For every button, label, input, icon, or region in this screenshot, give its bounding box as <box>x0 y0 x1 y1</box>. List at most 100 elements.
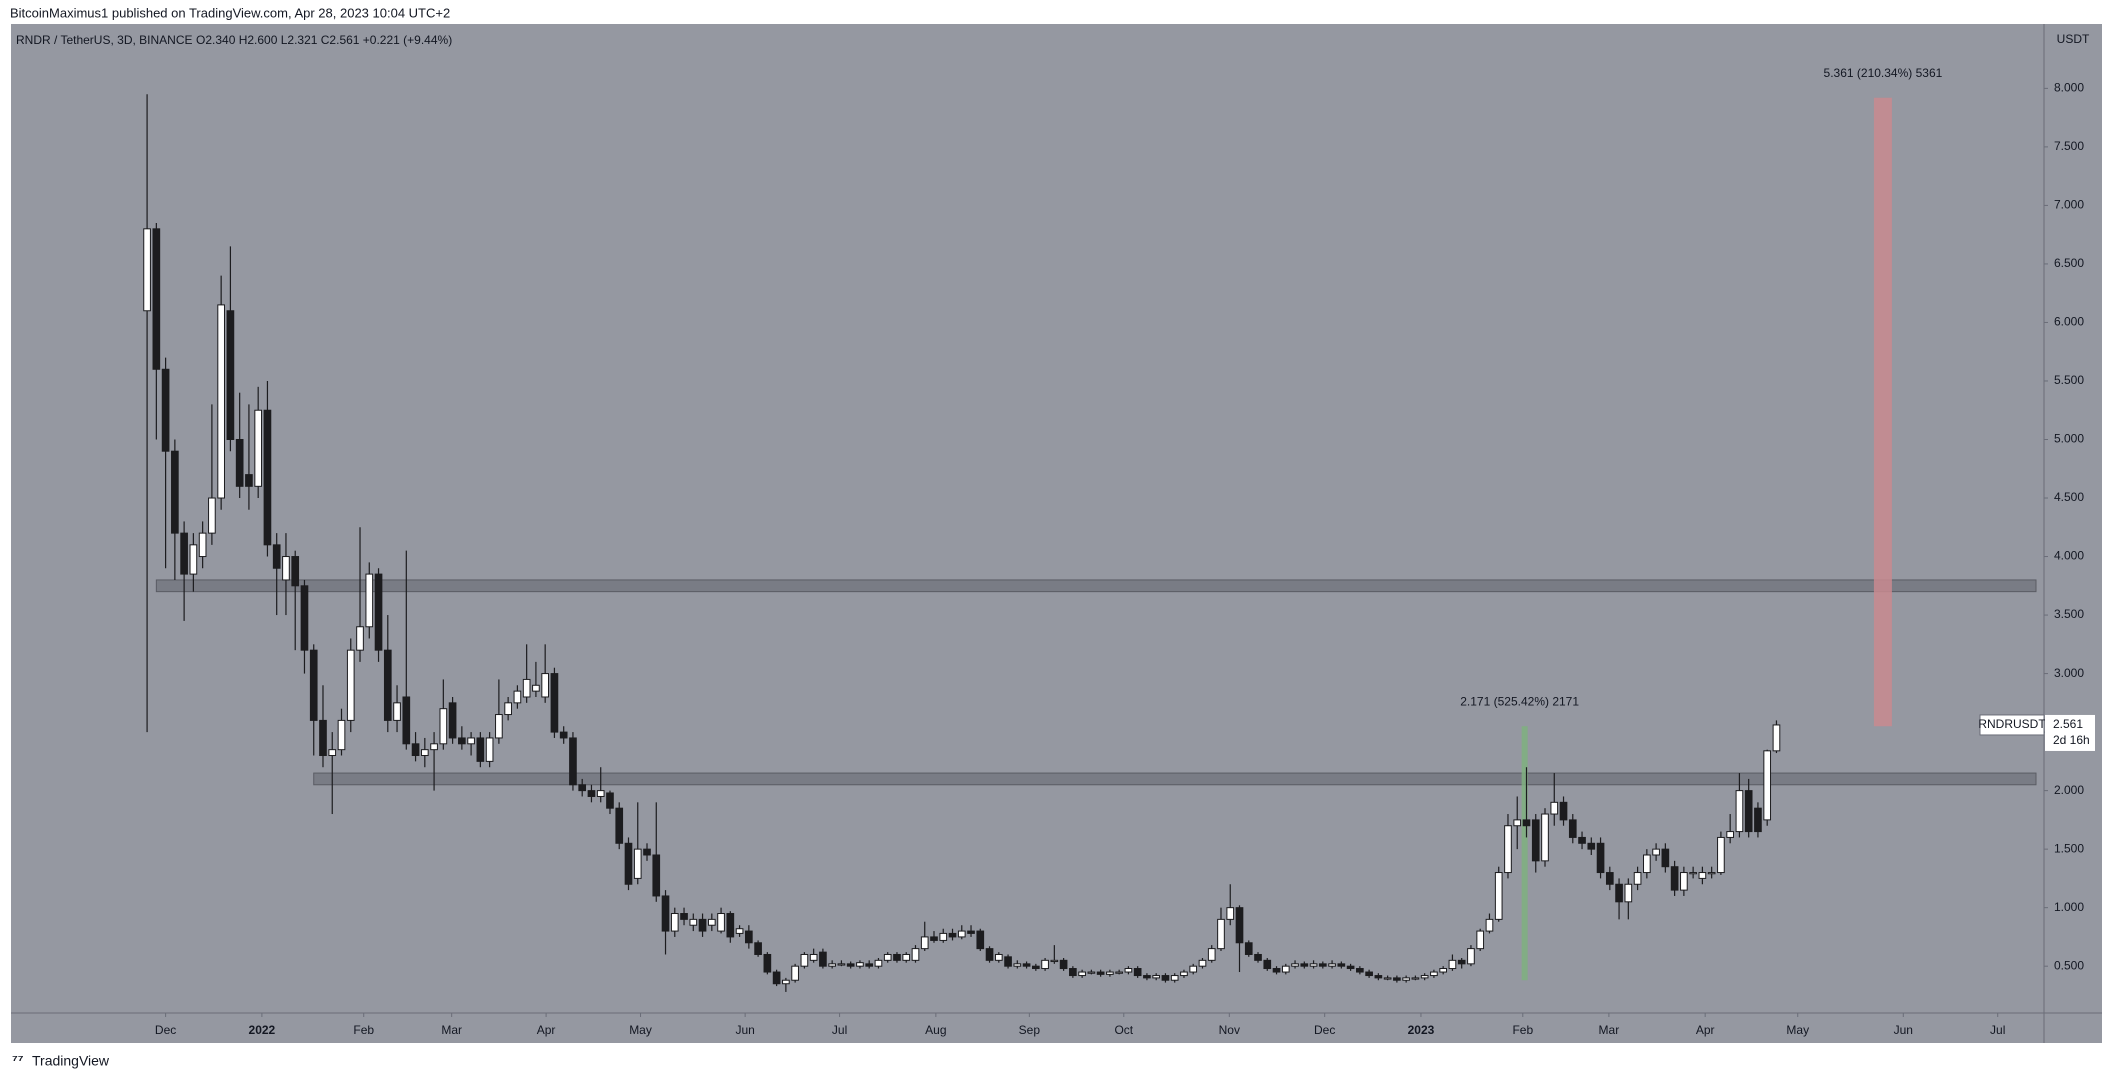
candle-body <box>828 963 836 967</box>
candle-body <box>939 932 948 941</box>
x-tick-label: Jun <box>1894 1023 1913 1037</box>
x-tick-label: Apr <box>537 1023 556 1037</box>
candle-body <box>282 556 290 581</box>
footer-logo: ⁷⁷ <box>12 1052 24 1068</box>
candle-body <box>680 913 688 920</box>
y-tick-label: 4.500 <box>2054 490 2084 504</box>
candle-body <box>1504 825 1512 874</box>
candle-body <box>1300 963 1309 967</box>
x-tick-label: 2022 <box>249 1023 276 1037</box>
candle-body <box>930 936 938 941</box>
candle-body <box>976 930 985 950</box>
candle-body <box>1133 968 1142 977</box>
candle-body <box>1106 971 1114 975</box>
candle-body <box>911 948 920 961</box>
y-tick-label: 3.000 <box>2054 666 2084 680</box>
candle-body <box>439 708 448 745</box>
candle-body <box>1059 959 1068 970</box>
candle-body <box>143 228 151 312</box>
candle-body <box>1726 831 1734 838</box>
y-tick-label: 2.000 <box>2054 783 2084 797</box>
candle-body <box>522 678 531 698</box>
candle-body <box>1180 971 1188 977</box>
candle-body <box>569 737 577 786</box>
y-tick-label: 4.000 <box>2054 549 2084 563</box>
candle-body <box>263 409 272 546</box>
y-tick-label: 7.500 <box>2054 139 2084 153</box>
x-tick-label: Feb <box>1512 1023 1533 1037</box>
candle-body <box>967 930 975 934</box>
candle-body <box>383 649 392 721</box>
y-tick-label: 6.000 <box>2054 315 2084 329</box>
candle-body <box>1318 963 1327 967</box>
candle-body <box>1365 971 1373 977</box>
candle-body <box>217 304 225 499</box>
footer-brand: TradingView <box>32 1053 110 1069</box>
candle-body <box>1476 930 1485 950</box>
candle-body <box>745 930 753 944</box>
candle-body <box>198 532 207 558</box>
x-tick-label: Aug <box>925 1023 946 1037</box>
x-tick-label: Nov <box>1219 1023 1240 1037</box>
candle-body <box>865 963 874 967</box>
candle-body <box>458 737 466 745</box>
candle-body <box>1393 977 1401 981</box>
candle-body <box>226 310 235 440</box>
candle-body <box>1356 968 1364 973</box>
candle-body <box>1615 883 1623 903</box>
candle-body <box>309 649 318 721</box>
y-tick-label: 6.500 <box>2054 256 2084 270</box>
candle-body <box>1374 975 1383 979</box>
x-tick-label: Oct <box>1114 1023 1133 1037</box>
candle-body <box>1291 963 1299 967</box>
y-unit: USDT <box>2057 32 2090 46</box>
candle-body <box>1402 977 1410 981</box>
candle-body <box>1170 975 1179 981</box>
zone <box>155 579 2037 593</box>
y-tick-label: 5.000 <box>2054 432 2084 446</box>
candle-body <box>689 918 698 926</box>
candle-body <box>1337 963 1346 967</box>
y-tick-label: 8.000 <box>2054 81 2084 95</box>
candle-body <box>809 953 818 961</box>
candle-body <box>624 842 633 885</box>
candle-body <box>883 953 892 961</box>
candle-body <box>1596 842 1605 874</box>
candle-body <box>1244 942 1253 955</box>
y-tick-label: 7.000 <box>2054 198 2084 212</box>
candle-body <box>1115 971 1123 974</box>
candle-body <box>467 737 475 745</box>
candle-body <box>1198 959 1207 967</box>
symbol-label: RNDRUSDT <box>1978 717 2046 731</box>
candle-body <box>1087 971 1096 974</box>
y-tick-label: 0.500 <box>2054 958 2084 972</box>
candle-body <box>1013 963 1022 967</box>
candle-body <box>846 963 855 967</box>
candle-body <box>1346 965 1355 970</box>
candle-body <box>374 573 383 651</box>
candle-body <box>152 228 161 370</box>
candle-body <box>1078 971 1086 977</box>
candle-body <box>1263 959 1272 970</box>
candle-body <box>948 932 957 938</box>
candle-body <box>393 702 401 721</box>
plot-area <box>11 24 2044 1013</box>
candle-body <box>1513 819 1522 827</box>
x-tick-label: Dec <box>155 1023 176 1037</box>
candle-body <box>1420 975 1429 979</box>
candle-body <box>513 690 522 704</box>
candle-body <box>837 963 846 966</box>
candle-body <box>1235 907 1244 944</box>
candle-body <box>735 928 744 934</box>
candle-body <box>1744 790 1753 833</box>
candle-body <box>1605 872 1614 885</box>
candle-body <box>1652 848 1660 856</box>
candle-body <box>1531 819 1540 862</box>
candle-body <box>1328 963 1336 967</box>
y-tick-label: 5.500 <box>2054 373 2084 387</box>
candle-body <box>1624 883 1633 903</box>
y-tick-label: 1.000 <box>2054 900 2084 914</box>
candle-body <box>430 743 438 751</box>
y-tick-label: 1.500 <box>2054 841 2084 855</box>
candle-body <box>161 368 170 452</box>
